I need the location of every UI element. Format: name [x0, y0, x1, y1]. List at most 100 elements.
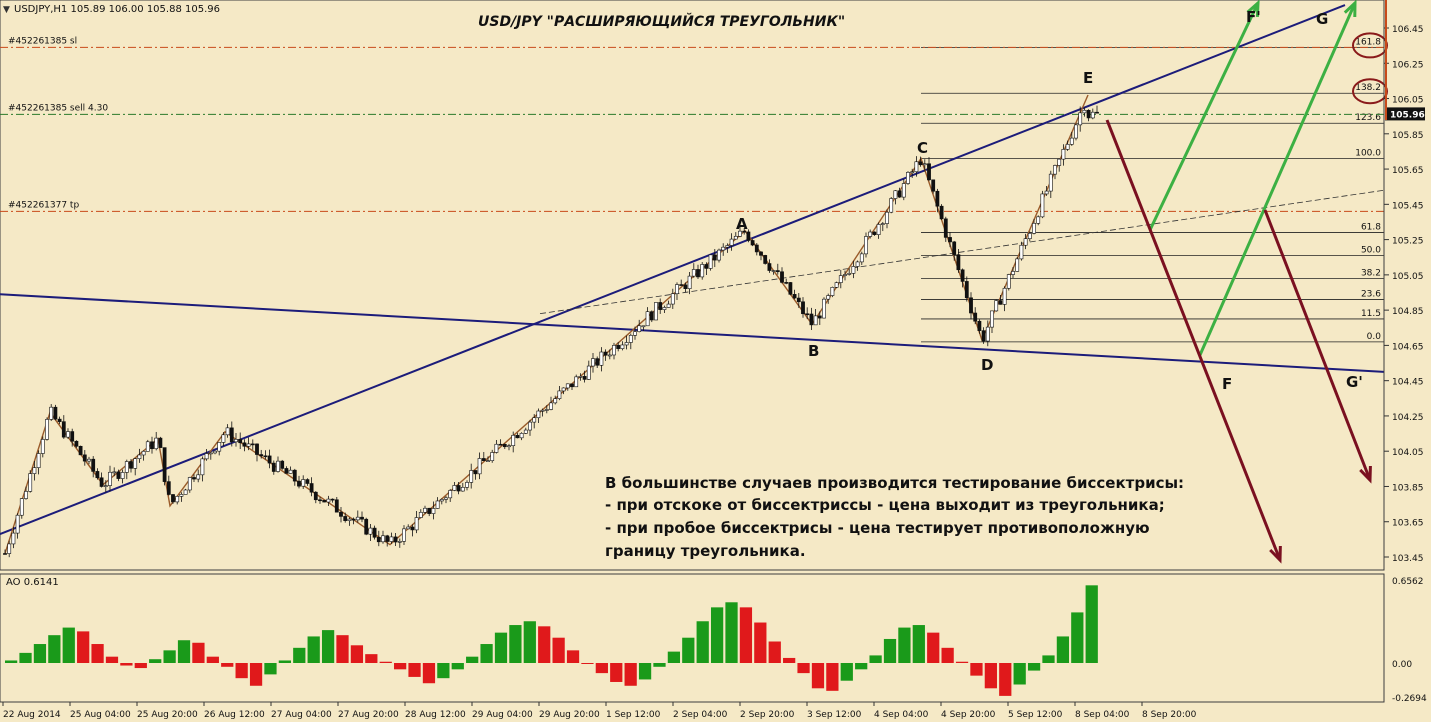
candle-body [208, 452, 213, 455]
candle-body [192, 477, 196, 480]
ao-bar [350, 645, 364, 663]
ao-bar [653, 663, 666, 667]
candle-body [49, 406, 54, 420]
annotation-line-1: В большинстве случаев производится тести… [605, 474, 1184, 492]
candle-body [402, 528, 406, 542]
candle-body [843, 274, 847, 276]
candle-body [910, 171, 915, 174]
candle-body [162, 447, 167, 482]
candle-body [36, 453, 41, 468]
candle-body [885, 211, 889, 224]
candle-body [368, 527, 373, 535]
ao-bar [1085, 585, 1098, 663]
candle-body [3, 553, 7, 555]
candle-body [654, 302, 658, 321]
candle-body [364, 518, 369, 535]
candle-body [969, 297, 973, 314]
candle-body [683, 284, 688, 289]
candle-body [561, 387, 566, 392]
candle-body [414, 517, 419, 531]
candle-body [523, 429, 528, 434]
candle-body [507, 445, 511, 448]
candle-body [301, 479, 306, 487]
candle-body [1065, 143, 1070, 150]
time-tick-label: 27 Aug 20:00 [338, 710, 399, 720]
candle-body [876, 224, 881, 235]
candle-body [662, 307, 667, 310]
candle-body [393, 536, 398, 543]
candle-body [679, 284, 684, 286]
bisector-line [539, 189, 1385, 315]
candle-body [515, 434, 520, 439]
time-tick-label: 25 Aug 20:00 [137, 710, 198, 720]
ao-bar [480, 644, 493, 663]
ao-bar [19, 652, 32, 663]
annotation-text: В большинстве случаев производится тести… [605, 474, 1184, 560]
ao-bar [1056, 636, 1070, 663]
candle-body [179, 494, 184, 497]
candle-body [691, 269, 696, 277]
ao-bar [955, 661, 969, 663]
price-tick-label: 103.65 [1392, 519, 1424, 529]
point-label: G [1316, 10, 1328, 28]
candle-body [549, 402, 553, 410]
collapse-triangle-icon[interactable]: ▼ [3, 5, 10, 15]
candle-body [255, 443, 259, 455]
lower-trendline [0, 293, 1385, 373]
candle-body [1069, 137, 1074, 145]
annotation-line-4: границу треугольника. [605, 542, 806, 560]
ao-bar [509, 625, 522, 663]
candle-body [759, 251, 763, 256]
candle-body [276, 460, 280, 472]
candle-body [406, 526, 411, 530]
upper-trendline [0, 4, 1346, 536]
point-label: B [808, 342, 819, 360]
ao-bar [91, 644, 104, 663]
candle-body [985, 326, 990, 342]
ao-bar [77, 631, 90, 663]
ao-bar [855, 663, 868, 670]
ao-bar [970, 663, 983, 676]
ao-bar [336, 635, 349, 663]
candle-body [28, 473, 33, 492]
candle-body [859, 253, 864, 263]
candle-body [263, 455, 268, 458]
ao-bar [739, 607, 753, 663]
candle-body [381, 535, 385, 543]
candle-body [389, 536, 394, 542]
ao-bar [120, 663, 133, 666]
ao-bar [177, 640, 191, 663]
candle-body [334, 499, 339, 513]
candle-body [708, 254, 713, 269]
candle-body [1015, 258, 1020, 272]
candle-body [7, 543, 12, 554]
fib-level-label: 61.8 [1361, 223, 1381, 233]
current-price-label: 105.96 [1390, 110, 1425, 120]
price-tick-label: 104.05 [1392, 448, 1424, 458]
candle-body [696, 269, 700, 278]
candle-body [1032, 223, 1036, 234]
candle-body [591, 358, 595, 367]
candle-body [171, 494, 175, 503]
candle-body [309, 483, 314, 493]
time-tick-label: 28 Aug 12:00 [405, 710, 466, 720]
candle-body [166, 481, 171, 495]
ao-bar [192, 642, 205, 663]
candle-body [1053, 165, 1057, 175]
ao-bar [595, 663, 608, 674]
candle-body [742, 230, 747, 233]
candle-body [448, 490, 453, 499]
candle-body [952, 241, 957, 255]
candle-body [250, 443, 255, 446]
candle-body [280, 460, 285, 469]
green-arrow-f-prime [1148, 2, 1260, 231]
fib-level-label: 0.0 [1367, 332, 1382, 342]
candle-body [721, 246, 726, 251]
main-price-panel: 161.8 138.2 123.6 100.0 61.8 50.0 38.2 23.6 11.5… [0, 0, 1388, 571]
candle-body [297, 480, 301, 487]
candle-body [465, 482, 469, 488]
chart-title: USD/JPY "РАСШИРЯЮЩИЙСЯ ТРЕУГОЛЬНИК" [478, 13, 845, 30]
candle-body [360, 516, 364, 520]
candle-body [666, 303, 671, 308]
ao-bar [62, 627, 75, 663]
